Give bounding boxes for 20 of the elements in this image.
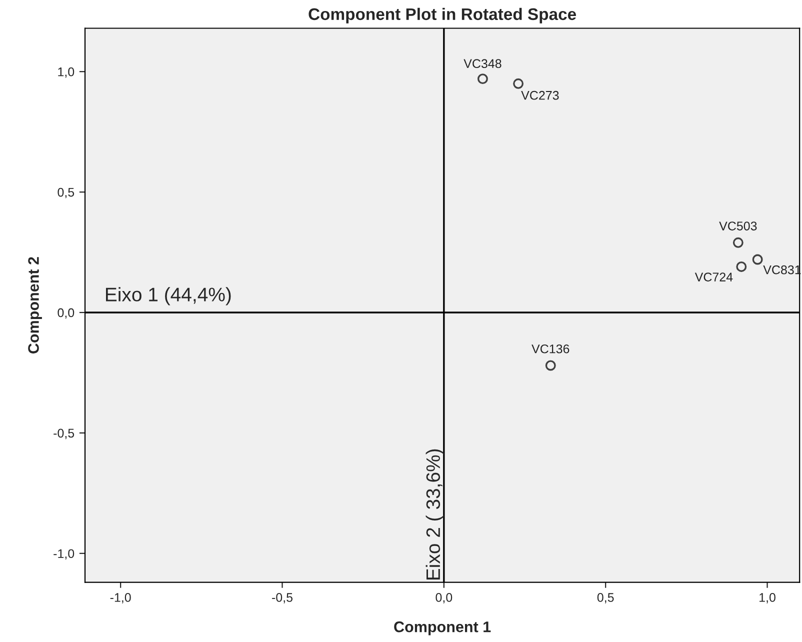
y-axis-title: Component 2 — [28, 257, 42, 354]
x-tick-label: -0,5 — [272, 593, 292, 604]
y-tick-label: 0,5 — [58, 188, 74, 198]
y-tick-label: -0,5 — [54, 428, 74, 440]
data-label: VC136 — [532, 344, 570, 354]
ref-line-label: Eixo 2 ( 33,6%) — [426, 449, 444, 580]
x-tick-label: 1,0 — [760, 593, 776, 604]
ref-line-label: Eixo 1 (44,4%) — [106, 287, 231, 306]
x-tick-label: 0,0 — [436, 593, 452, 604]
y-tick-label: 0,0 — [58, 308, 74, 319]
y-tick-label: 1,0 — [58, 67, 74, 78]
y-tick-label: -1,0 — [54, 549, 74, 560]
chart-title: Component Plot in Rotated Space — [308, 8, 576, 24]
data-label: VC503 — [719, 222, 757, 230]
x-tick-label: 0,5 — [597, 593, 614, 604]
x-tick-label: -1,0 — [110, 593, 131, 604]
data-label: VC273 — [521, 90, 559, 100]
data-label: VC724 — [694, 272, 733, 282]
x-axis-title: Component 1 — [394, 621, 491, 636]
data-label: VC348 — [464, 59, 502, 68]
